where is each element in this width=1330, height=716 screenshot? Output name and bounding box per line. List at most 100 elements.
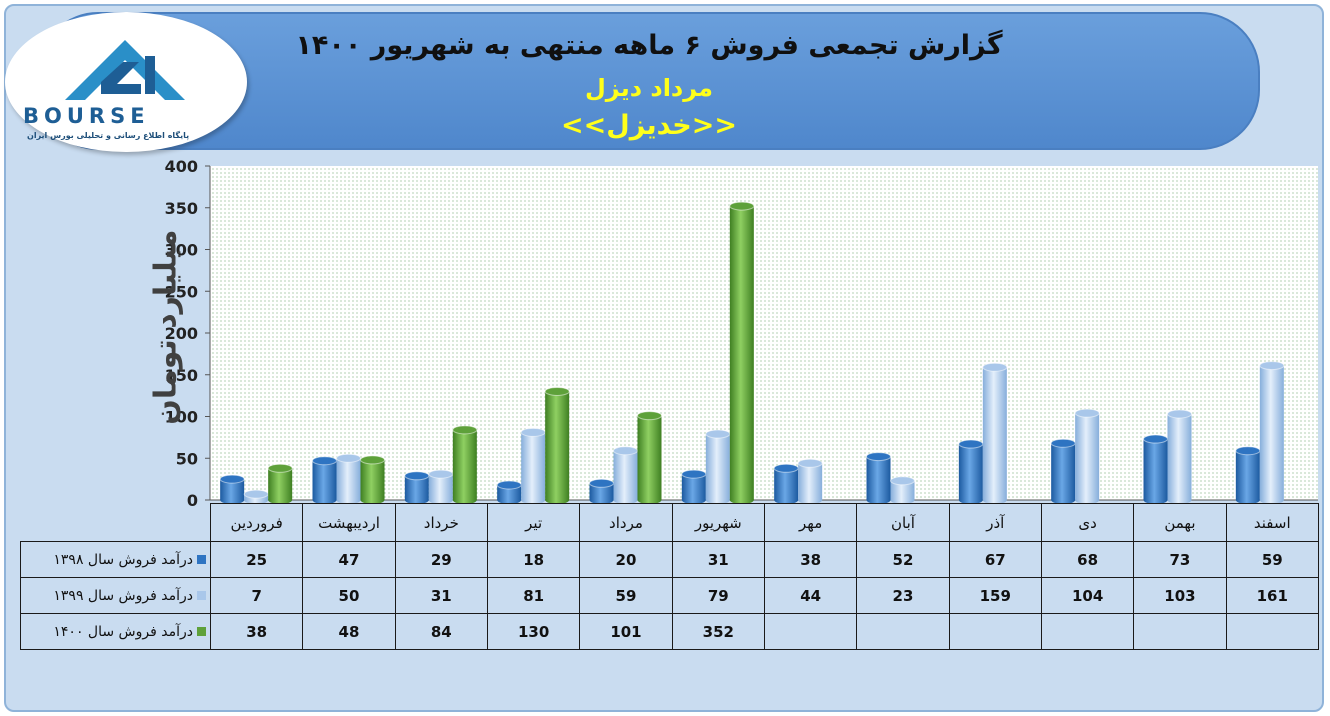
bar-1-0: [243, 489, 269, 504]
table-cell: 352: [671, 613, 765, 650]
bar-1-6: [797, 458, 823, 504]
bar-base: [729, 496, 754, 504]
table-cell: 68: [1040, 541, 1135, 578]
table-cell: 29: [394, 541, 488, 578]
bar-0-8: [958, 439, 984, 504]
logo-mark-icon: [65, 40, 185, 100]
series-legend-label: درآمد فروش سال ۱۳۹۹: [20, 577, 211, 614]
bar-0-5: [681, 469, 707, 504]
bar-top: [336, 453, 361, 463]
logo-tagline: پایگاه اطلاع رسانی و تحلیلی بورس ایران: [27, 131, 190, 140]
bar-1-8: [982, 362, 1008, 504]
bar-body: [729, 206, 754, 500]
report-title: گزارش تجمعی فروش ۶ ماهه منتهی به شهریور …: [295, 30, 1003, 61]
bar-2-5: [729, 201, 755, 504]
bar-top: [267, 463, 293, 473]
y-tick-label: 100: [165, 408, 198, 427]
company-symbol: <<خدیزل>>: [561, 110, 737, 141]
bar-base: [982, 496, 1007, 504]
bar-body: [982, 367, 1007, 500]
plot-area: [210, 166, 1318, 500]
table-cell: 103: [1133, 577, 1227, 614]
bar-top: [613, 446, 638, 456]
series-name: درآمد فروش سال ۱۳۹۸: [53, 551, 193, 568]
bar-body: [545, 391, 570, 500]
bar-1-2: [428, 469, 454, 504]
bar-body: [360, 459, 385, 500]
y-tick-label: 50: [176, 449, 198, 468]
bar-body: [890, 480, 915, 500]
bar-top: [729, 201, 755, 211]
table-cell: 25: [209, 541, 304, 578]
bar-top: [1259, 361, 1285, 371]
bar-base: [1075, 496, 1100, 504]
bar-body: [268, 468, 293, 500]
data-table: فروردین اردیبهشت خرداد تیر مرداد شهریور مهر آبا…: [20, 503, 1319, 650]
report-subtitle: مرداد دیزل: [584, 74, 714, 102]
bar-0-6: [773, 463, 799, 504]
table-cell: [1133, 613, 1227, 650]
y-tick-label: 400: [165, 157, 198, 176]
category-label: مرداد: [579, 503, 673, 542]
bar-1-7: [890, 476, 915, 504]
table-cell: 48: [302, 613, 396, 650]
legend-swatch: [197, 555, 206, 564]
bar-top: [243, 489, 269, 499]
y-tick-label: 150: [165, 366, 198, 385]
bar-top: [982, 362, 1008, 372]
bar-body: [1167, 413, 1192, 500]
bar-base: [360, 496, 385, 504]
bar-body: [220, 479, 245, 500]
bar-top: [360, 455, 385, 465]
bar-2-2: [452, 425, 478, 504]
bar-top: [773, 463, 799, 473]
category-label: آذر: [948, 503, 1042, 542]
table-cell: 67: [948, 541, 1042, 578]
bar-0-0: [219, 474, 245, 504]
table-cell: 7: [209, 577, 304, 614]
bar-body: [1259, 365, 1284, 500]
bar-base: [637, 496, 662, 504]
table-row: درآمد فروش سال ۱۳۹۸ 25 47 29 18 20 31 38 52 67 68 7…: [20, 541, 1319, 578]
bar-body: [1235, 450, 1260, 500]
series-name: درآمد فروش سال ۱۴۰۰: [53, 623, 193, 640]
table-cell: 20: [579, 541, 673, 578]
bar-1-9: [1074, 408, 1100, 504]
bar-base: [312, 496, 337, 504]
bar-top: [797, 458, 823, 468]
bar-base: [268, 496, 293, 504]
bar-top: [1167, 409, 1192, 419]
bar-base: [774, 496, 799, 504]
legend-swatch: [197, 627, 206, 636]
bar-body: [312, 460, 337, 500]
bar-1-1: [336, 453, 361, 504]
bar-body: [705, 434, 730, 500]
table-cell: 31: [671, 541, 765, 578]
bar-body: [1075, 413, 1100, 500]
bar-base: [452, 496, 477, 504]
bar-base: [866, 496, 891, 504]
table-cell: 18: [486, 541, 581, 578]
bar-top: [1235, 446, 1261, 456]
table-cell: 104: [1040, 577, 1135, 614]
category-label: دی: [1040, 503, 1135, 542]
y-tick-label: 350: [165, 199, 198, 218]
bar-top: [866, 452, 891, 462]
bar-top: [219, 474, 245, 484]
bar-base: [958, 496, 983, 504]
bar-base: [613, 496, 638, 504]
category-label: فروردین: [209, 503, 304, 542]
bar-base: [336, 496, 361, 504]
category-label: تیر: [486, 503, 581, 542]
bar-top: [544, 386, 570, 396]
title-banner: گزارش تجمعی فروش ۶ ماهه منتهی به شهریور …: [38, 12, 1260, 150]
series-legend-label: درآمد فروش سال ۱۳۹۸: [20, 541, 211, 578]
bar-base: [521, 496, 546, 504]
bar-top: [312, 456, 337, 466]
bar-1-4: [613, 446, 638, 504]
category-label: بهمن: [1133, 503, 1227, 542]
bar-1-11: [1259, 361, 1285, 504]
bar-base: [545, 496, 570, 504]
legend-swatch: [197, 591, 206, 600]
bar-0-3: [496, 480, 522, 504]
